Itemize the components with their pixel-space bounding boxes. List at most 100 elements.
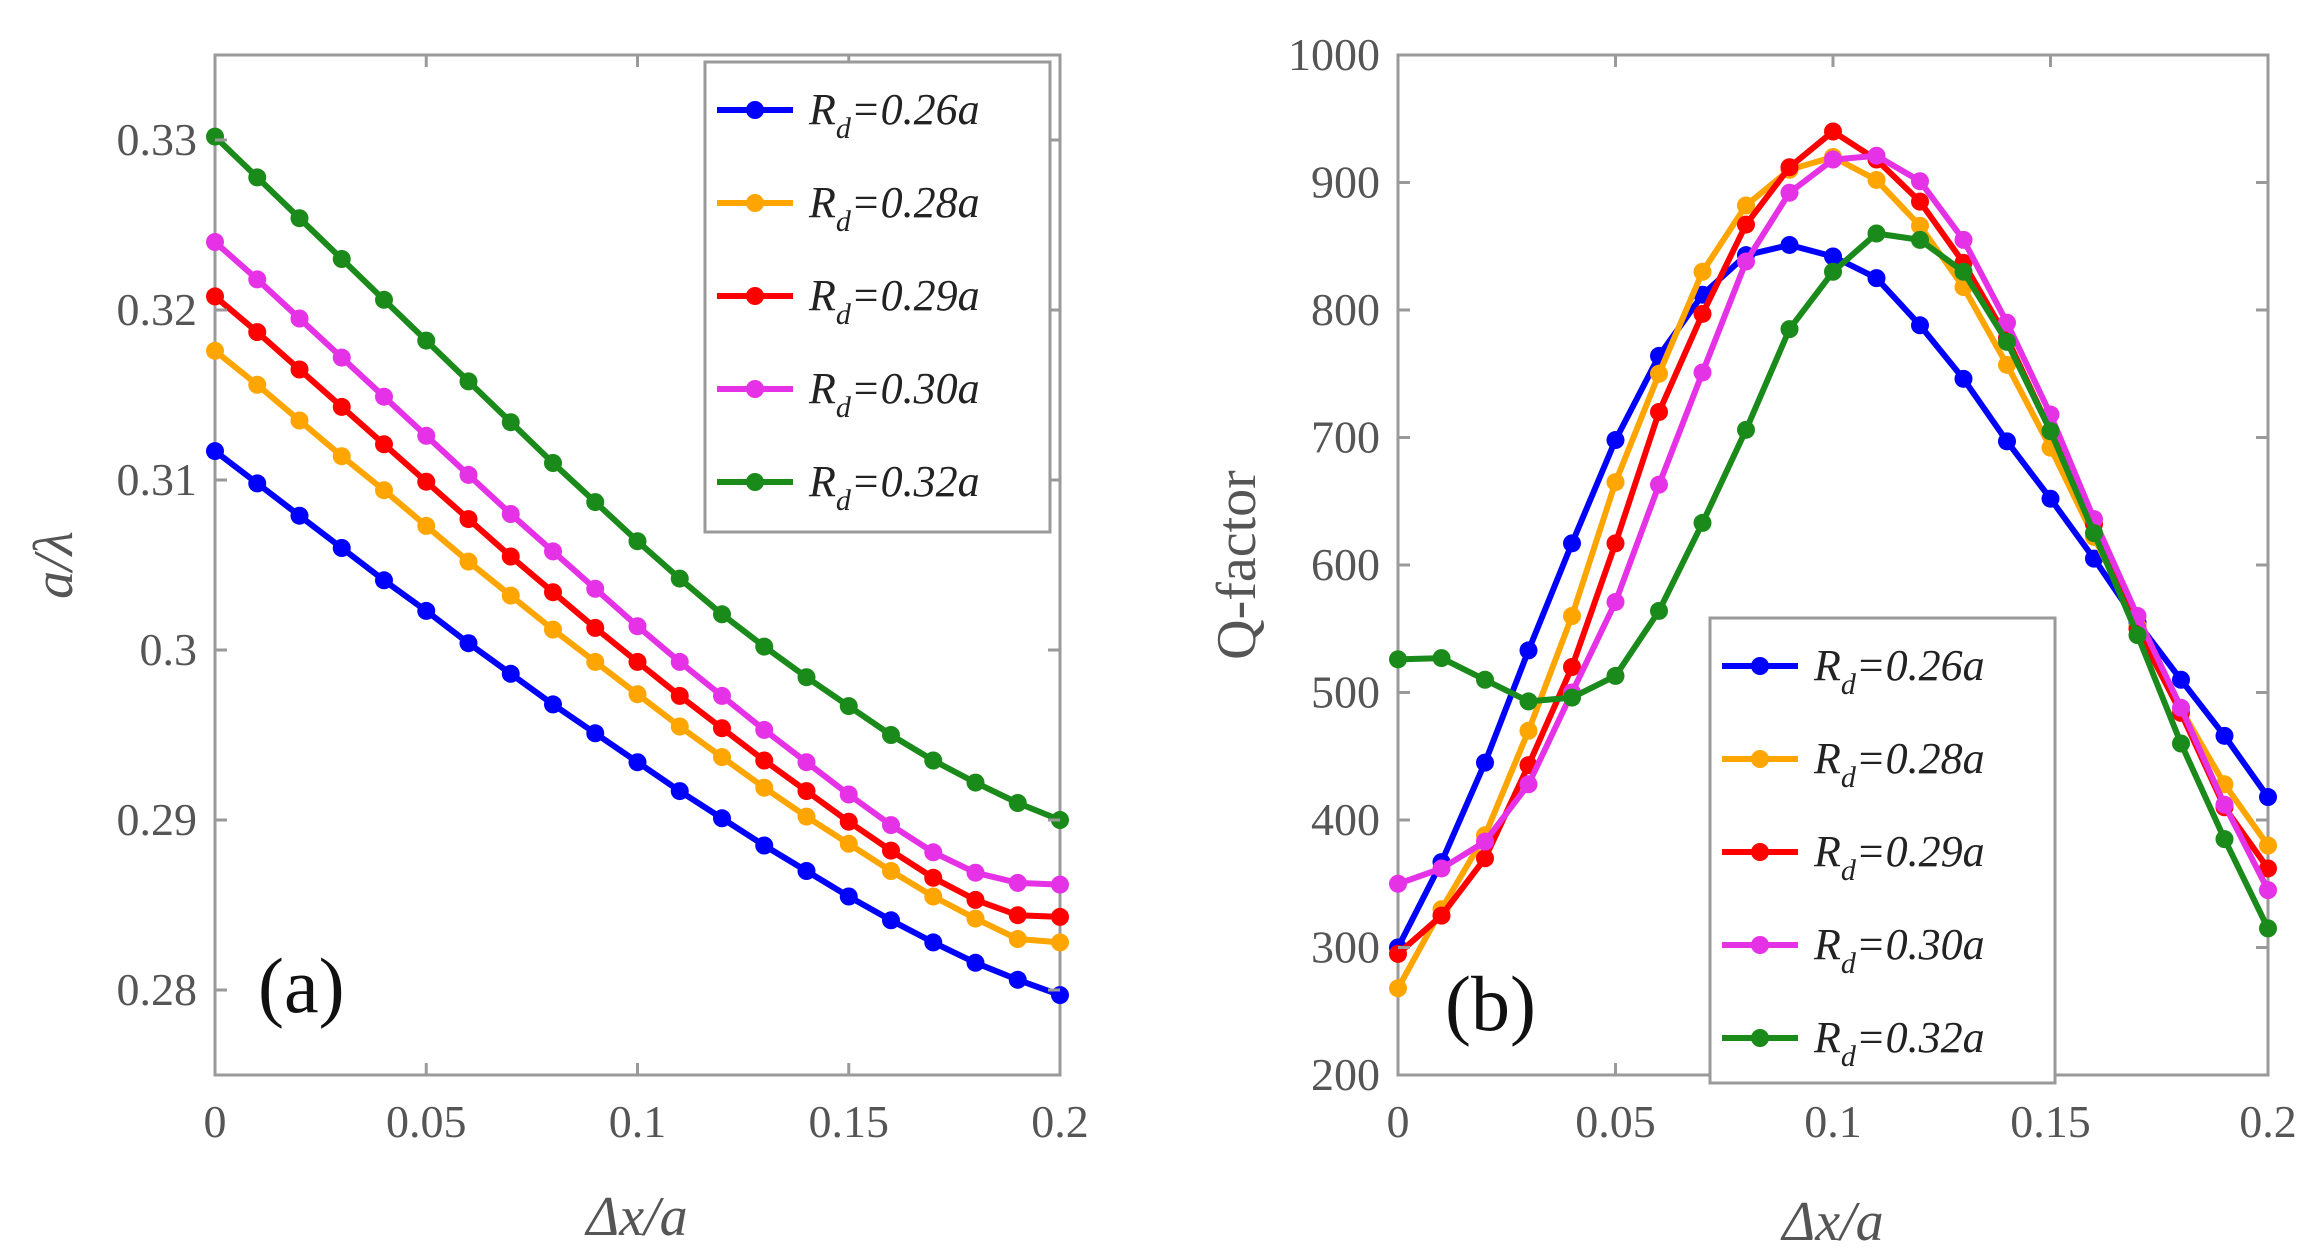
legend-label-main: R	[1813, 1013, 1841, 1062]
x-tick-label-b: 0.15	[2010, 1096, 2091, 1147]
data-point-b-4	[2259, 919, 2277, 938]
data-point-b-4	[1780, 320, 1799, 339]
y-tick-label-b: 400	[1311, 794, 1380, 845]
data-point-b-4	[1563, 688, 1581, 707]
data-point-a-0	[332, 539, 351, 557]
data-point-a-1	[924, 887, 943, 906]
data-point-a-1	[544, 620, 562, 639]
data-point-b-2	[1389, 944, 1407, 963]
data-point-b-4	[1867, 224, 1886, 243]
legend-label-rest: =0.29a	[851, 271, 980, 320]
data-point-a-3	[332, 348, 351, 367]
legend-marker-a-4	[746, 473, 764, 491]
legend-label-rest: =0.30a	[1856, 920, 1985, 969]
data-point-a-2	[290, 360, 309, 379]
data-point-a-2	[206, 287, 224, 306]
legend-label-sub: d	[836, 298, 852, 331]
legend-marker-a-3	[746, 380, 764, 398]
data-point-a-3	[966, 863, 985, 882]
panel-label-a: (a)	[258, 942, 345, 1029]
legend-label-b-2: Rd=0.29a	[1813, 827, 1985, 887]
data-point-a-0	[755, 836, 774, 855]
data-point-a-3	[924, 843, 943, 862]
chart-panel-b: 0 0.05 0.1 0.15 0.2 200 300 400 500 600 700 800 900 1…	[1206, 29, 2297, 1253]
data-point-a-0	[417, 601, 436, 620]
data-point-b-3	[1780, 183, 1799, 202]
x-tick-label-b: 0.05	[1575, 1096, 1656, 1147]
data-point-a-3	[544, 542, 562, 561]
data-point-a-4	[332, 250, 351, 268]
data-point-a-3	[290, 309, 309, 328]
ticks-layer-b: 0 0.05 0.1 0.15 0.2 200 300 400 500 600 700 800 900 1…	[1288, 29, 2297, 1147]
data-point-b-1	[1737, 196, 1755, 215]
data-point-b-0	[1519, 641, 1538, 660]
data-point-b-0	[1824, 247, 1842, 266]
y-tick-label-b: 500	[1311, 667, 1380, 718]
y-tick-label-a: 0.3	[140, 624, 198, 675]
data-point-b-3	[1519, 775, 1538, 794]
legend-marker-a-0	[746, 101, 764, 119]
legend-label-rest: =0.32a	[851, 457, 980, 506]
data-point-b-1	[1563, 607, 1581, 625]
legend-label-sub: d	[836, 391, 852, 424]
x-axis-label-b: Δx/a	[1780, 1191, 1883, 1253]
data-point-a-1	[586, 652, 605, 671]
data-point-a-3	[248, 270, 267, 289]
data-point-b-4	[1650, 601, 1668, 620]
data-point-a-2	[375, 435, 393, 454]
data-point-b-0	[1476, 753, 1494, 772]
x-axis-label-a: Δx/a	[584, 1186, 687, 1248]
legend-label-main: R	[1813, 641, 1841, 690]
y-tick-label-b: 200	[1311, 1049, 1380, 1100]
data-point-b-3	[1432, 859, 1451, 878]
data-point-b-0	[1606, 431, 1625, 450]
data-point-b-4	[2215, 830, 2234, 849]
data-point-a-3	[586, 579, 605, 598]
legend-marker-a-1	[746, 194, 764, 212]
legend-label-a-0: Rd=0.26a	[808, 85, 980, 145]
data-point-a-3	[1008, 873, 1027, 892]
legend-label-rest: =0.28a	[1856, 734, 1985, 783]
legend-label-main: R	[808, 85, 836, 134]
data-point-b-0	[1998, 432, 2016, 451]
data-point-b-4	[1693, 513, 1712, 532]
legend-marker-b-0	[1751, 657, 1769, 675]
data-point-a-0	[628, 753, 647, 772]
data-point-b-1	[1519, 721, 1538, 740]
data-point-a-2	[248, 323, 267, 342]
data-point-a-4	[670, 569, 689, 588]
data-point-a-0	[670, 782, 689, 801]
legend-label-a-3: Rd=0.30a	[808, 364, 980, 424]
legend-label-b-0: Rd=0.26a	[1813, 641, 1985, 701]
data-point-a-2	[501, 547, 520, 566]
data-point-b-3	[2259, 881, 2277, 900]
data-point-b-0	[2041, 489, 2060, 508]
x-tick-label-b: 0	[1387, 1096, 1410, 1147]
data-point-a-4	[290, 209, 309, 228]
data-point-a-1	[1051, 933, 1069, 952]
data-point-a-3	[839, 785, 858, 804]
legend-label-sub: d	[836, 112, 852, 145]
data-point-a-1	[332, 447, 351, 466]
data-point-a-3	[206, 233, 224, 251]
y-tick-label-b: 800	[1311, 284, 1380, 335]
legend-label-sub: d	[836, 484, 852, 517]
data-point-b-4	[1606, 666, 1625, 685]
data-point-b-3	[1476, 832, 1494, 851]
data-point-a-0	[459, 634, 478, 653]
data-point-b-3	[1389, 874, 1407, 893]
data-point-a-3	[628, 617, 647, 636]
data-point-a-4	[1008, 794, 1027, 812]
data-point-a-3	[755, 720, 774, 739]
legend-label-a-2: Rd=0.29a	[808, 271, 980, 331]
data-point-b-0	[1867, 269, 1886, 288]
data-point-b-3	[1606, 592, 1625, 611]
data-point-b-2	[1563, 658, 1581, 676]
data-point-a-3	[713, 686, 731, 705]
data-point-a-1	[628, 685, 647, 704]
y-axis-label-a: a/λ	[23, 531, 85, 599]
data-point-a-2	[417, 472, 436, 491]
legend-label-main: R	[808, 271, 836, 320]
data-point-b-2	[2259, 859, 2277, 878]
data-point-a-4	[375, 290, 393, 309]
